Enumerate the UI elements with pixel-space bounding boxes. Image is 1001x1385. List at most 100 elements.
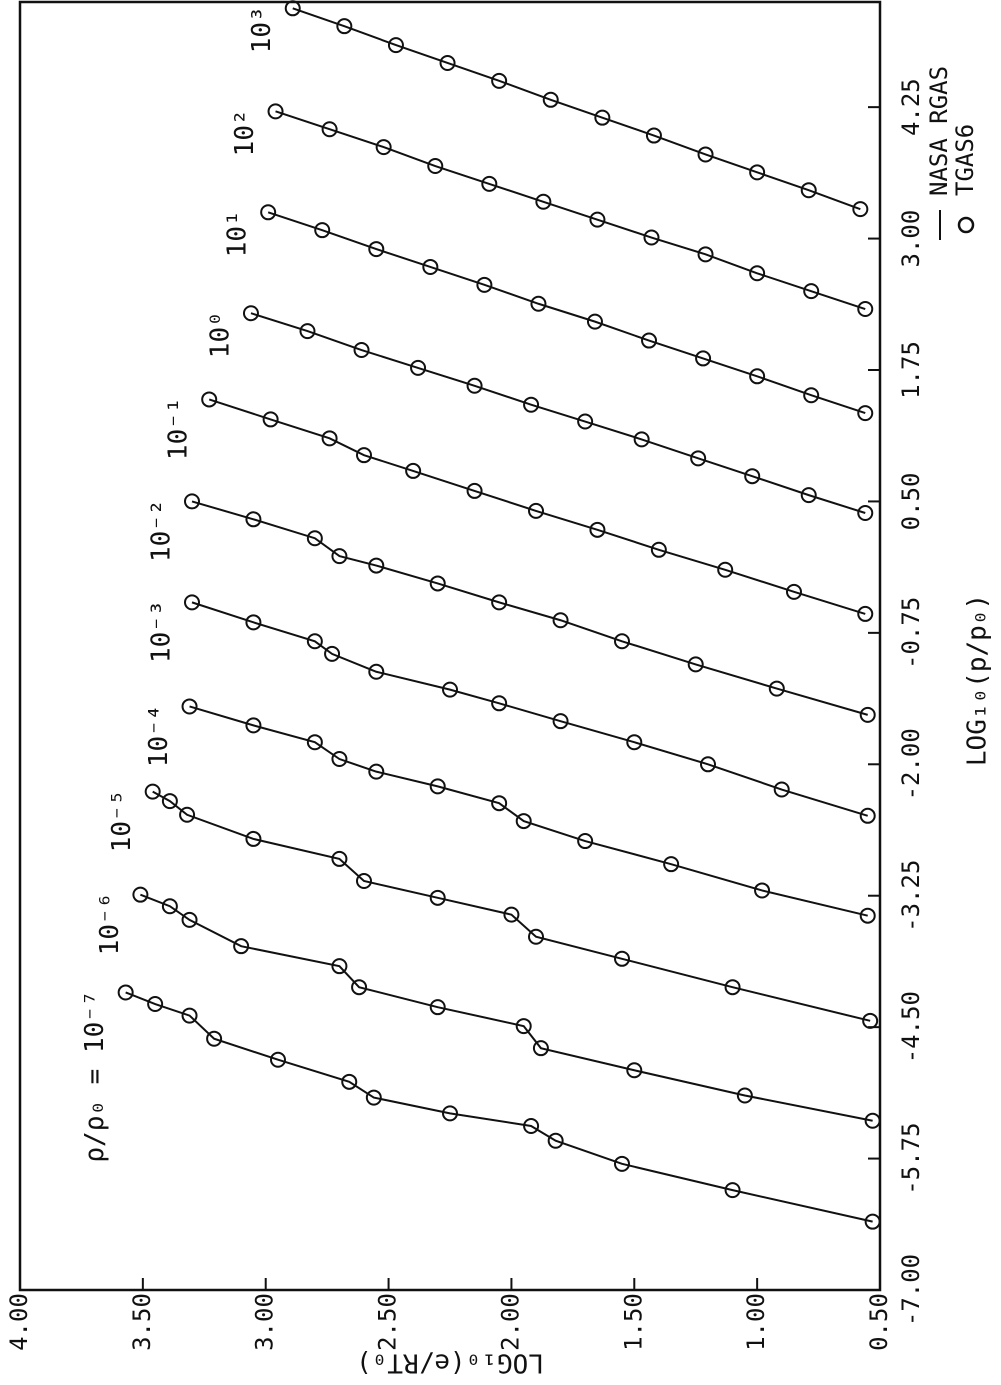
series-label: 10² [230,109,260,156]
data-point [577,833,594,850]
y-axis-label: LOG₁₀(e/RT₀) [356,1348,544,1378]
data-point [351,979,368,996]
x-tick-label: -4.50 [897,991,925,1063]
data-point [181,1007,198,1024]
data-point [161,898,178,915]
data-point [768,680,785,697]
data-point [427,158,444,175]
data-point [586,313,603,330]
data-point [144,783,161,800]
data-point [262,411,279,428]
data-point [491,594,508,611]
data-point [356,872,372,889]
data-point [368,241,385,258]
x-tick-label: -3.25 [897,860,925,932]
data-point [356,447,372,464]
data-point [181,698,198,715]
data-point [515,813,532,830]
x-tick-label: 1.75 [897,341,925,399]
data-point [368,663,385,680]
y-tick-label: 3.50 [128,1293,156,1351]
data-point [306,530,323,547]
series-line [191,500,868,716]
data-point [690,450,707,467]
data-point [862,1012,879,1029]
y-tick-label: 2.50 [374,1293,402,1351]
data-point [528,928,544,945]
data-point [181,911,198,928]
data-point [324,645,341,662]
data-point [184,493,200,510]
data-point [270,1051,286,1068]
data-point [633,431,650,448]
data-point [614,950,630,967]
data-point [331,850,348,867]
data-point [429,889,446,906]
data-point [864,1213,881,1230]
data-point [284,0,301,17]
data-point [650,541,667,558]
data-point [314,222,331,239]
data-point [321,430,338,447]
series-label: 10³ [247,6,277,53]
data-point [754,882,771,899]
data-point [206,1030,223,1047]
data-point [749,265,766,282]
data-point [491,695,508,712]
x-tick-label: -2.00 [897,728,925,800]
data-point [724,979,741,996]
series-line [292,7,861,211]
x-tick-label: -7.00 [897,1254,925,1326]
data-point [859,907,876,924]
data-point [736,1087,753,1104]
data-point [626,1062,643,1079]
data-point [476,276,493,293]
data-point [589,521,606,538]
data-point [700,756,716,773]
data-point [439,54,456,71]
data-point [491,795,508,812]
data-point [800,487,817,504]
data-point [717,561,734,578]
series-line [275,110,866,310]
series-label: 10¹ [223,210,253,257]
data-point [695,350,712,367]
data-point [299,323,316,340]
data-point [132,886,149,903]
data-point [744,468,761,485]
y-tick-label: 2.00 [496,1293,524,1351]
data-point [864,1112,881,1129]
data-point [331,751,348,768]
data-point [147,996,164,1013]
data-point [724,1182,741,1199]
series-label: 10⁻⁴ [144,704,174,767]
data-point [857,605,874,622]
data-point [368,557,385,574]
y-tick-label: 1.50 [619,1293,647,1351]
data-point [429,999,446,1016]
data-point [852,201,869,218]
data-point [786,583,802,600]
data-point [552,612,569,629]
series-line [191,601,869,817]
data-point [503,906,520,923]
data-point [749,164,766,181]
data-point [589,211,606,228]
data-point [542,91,559,108]
data-point [184,594,200,611]
data-point [368,763,385,780]
data-point [245,717,262,734]
data-point [547,1132,564,1149]
legend-label: NASA RGAS [925,66,953,196]
data-point [353,342,370,359]
data-point [594,109,611,126]
data-point [442,1105,458,1122]
data-point [442,681,458,698]
data-point [577,413,594,430]
data-point [530,295,547,312]
data-point [365,1089,382,1106]
data-point [331,548,348,565]
series-line [250,312,866,514]
data-point [179,806,196,823]
data-point [515,1018,532,1035]
